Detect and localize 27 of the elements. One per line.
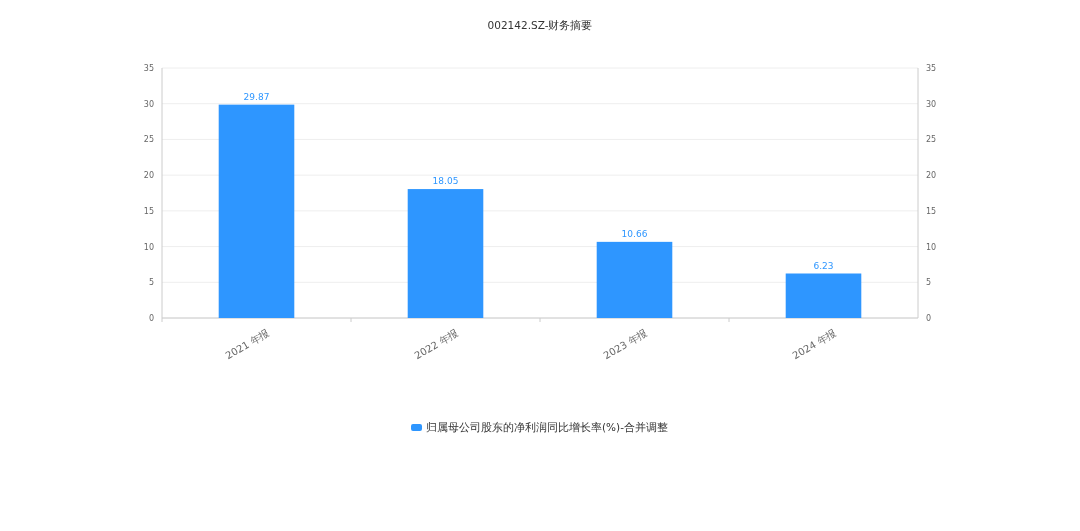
y2-tick-label: 10 — [926, 242, 937, 252]
y2-tick-label: 35 — [926, 64, 937, 73]
y-tick-label: 25 — [143, 135, 154, 145]
y2-tick-label: 0 — [926, 314, 932, 323]
y-tick-label: 5 — [148, 278, 154, 288]
bar — [596, 241, 673, 318]
y-tick-label: 10 — [143, 242, 154, 252]
y-tick-label: 0 — [148, 314, 154, 323]
data-label: 6.23 — [813, 260, 834, 271]
data-label: 10.66 — [621, 228, 648, 239]
bar — [218, 104, 295, 318]
bar — [785, 273, 862, 318]
y-tick-label: 20 — [143, 171, 154, 181]
data-label: 29.87 — [243, 91, 270, 102]
x-tick-label: 2021 年报 — [223, 327, 272, 362]
legend-label: 归属母公司股东的净利润同比增长率(%)-合并调整 — [426, 421, 668, 433]
y-tick-label: 35 — [143, 64, 154, 73]
y2-tick-label: 15 — [926, 206, 937, 216]
bar — [407, 189, 484, 318]
y2-tick-label: 30 — [926, 99, 937, 109]
y2-tick-label: 25 — [926, 135, 937, 145]
chart-title: 002142.SZ-财务摘要 — [487, 19, 593, 31]
y2-tick-label: 5 — [926, 278, 932, 288]
data-label: 18.05 — [432, 176, 459, 187]
y-tick-label: 30 — [143, 99, 154, 109]
y-tick-label: 15 — [143, 206, 154, 216]
y2-tick-label: 20 — [926, 171, 937, 181]
